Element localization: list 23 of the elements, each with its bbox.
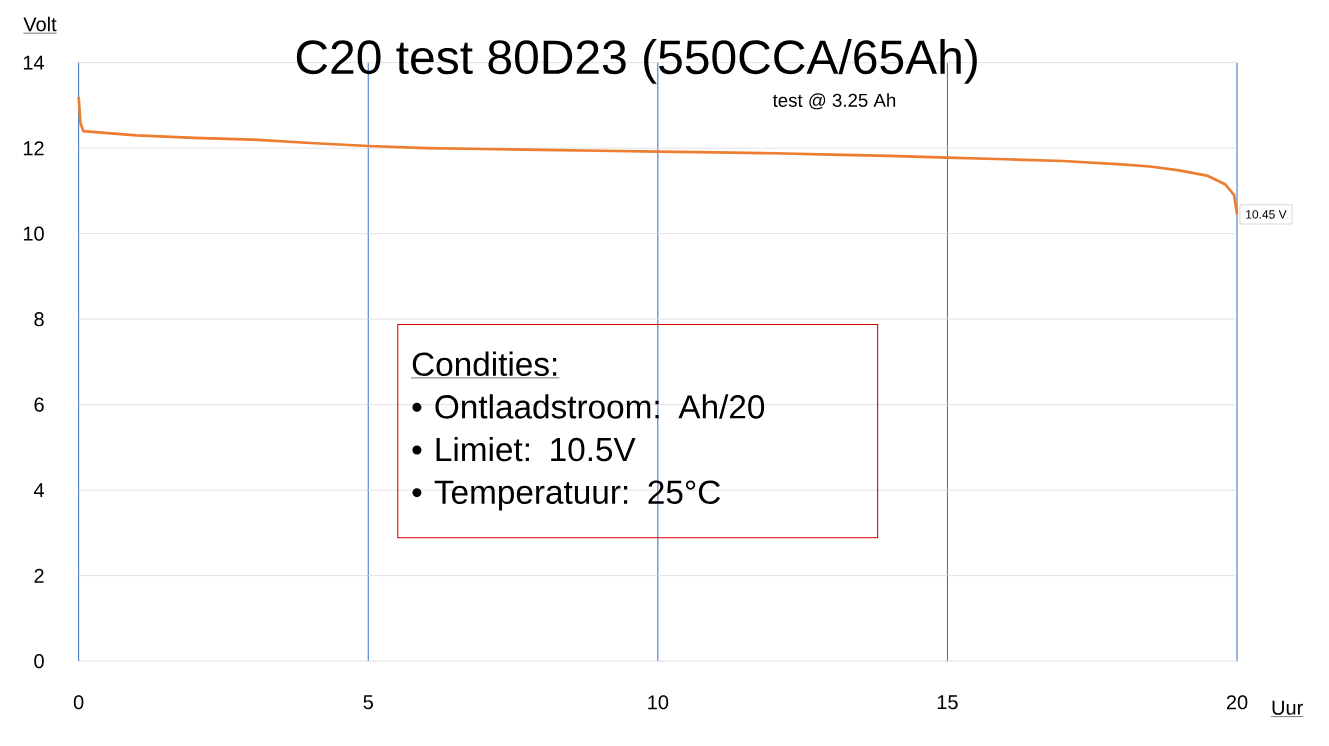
y-tick-label: 2 — [34, 568, 44, 583]
x-tick-label: 5 — [363, 694, 373, 709]
y-tick-label: 4 — [33, 483, 45, 497]
annotation: test @ 3.25 Ah — [772, 93, 896, 110]
y-tick-label: 8 — [34, 311, 44, 326]
y-axis-title: Volt — [23, 16, 57, 32]
annotation: • Temperatuur: 25°C — [412, 480, 721, 511]
x-tick-label: 0 — [73, 694, 84, 710]
y-tick-label: 10 — [23, 226, 44, 241]
annotation: • Limiet: 10.5V — [412, 436, 636, 462]
y-tick-label: 14 — [23, 55, 45, 70]
x-tick-label: 10 — [648, 694, 669, 710]
y-tick-label: 12 — [23, 140, 44, 155]
x-axis-title: Uur — [1272, 700, 1303, 715]
x-tick-label: 20 — [1226, 694, 1248, 710]
annotation: • Ontlaadstroom: Ah/20 — [412, 393, 765, 419]
annotation: 10.45 V — [1246, 209, 1287, 219]
chart-title: C20 test 80D23 (550CCA/65Ah) — [296, 38, 977, 84]
y-tick-label: 0 — [34, 653, 44, 668]
y-tick-label: 6 — [34, 397, 44, 412]
annotation: Condities: — [412, 351, 557, 376]
line-series — [77, 95, 1239, 216]
x-tick-label: 15 — [937, 694, 958, 709]
